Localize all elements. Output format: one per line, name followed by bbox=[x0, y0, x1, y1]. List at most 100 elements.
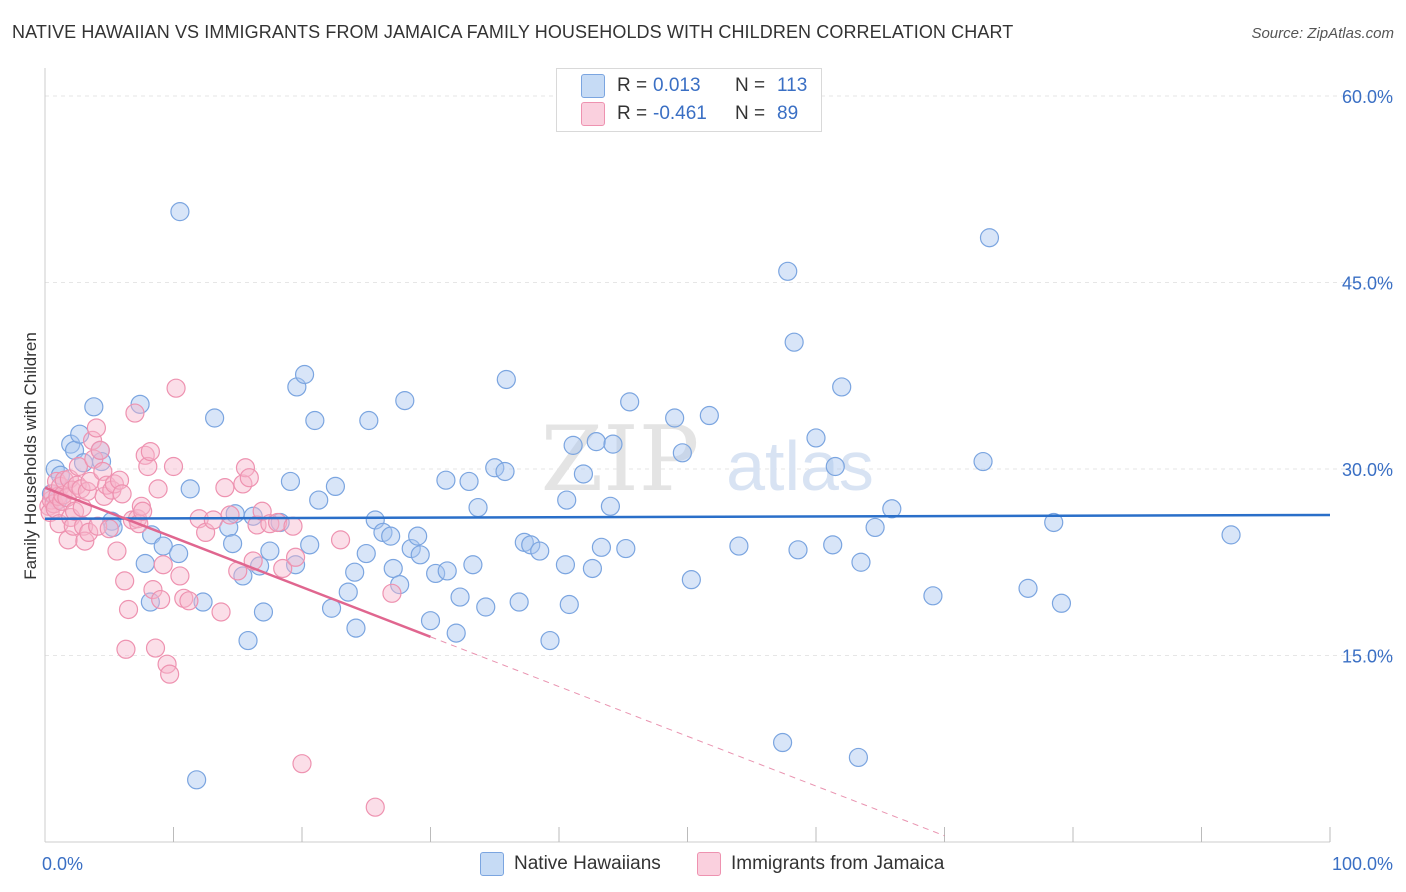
data-point bbox=[88, 516, 108, 536]
data-point bbox=[1044, 512, 1064, 533]
data-point bbox=[468, 497, 488, 518]
data-point bbox=[140, 441, 160, 462]
r-value: -0.461 bbox=[653, 103, 707, 124]
chart-title: NATIVE HAWAIIAN VS IMMIGRANTS FROM JAMAI… bbox=[12, 22, 1014, 42]
legend-label: Immigrants from Jamaica bbox=[731, 853, 945, 874]
trend-line-native-hawaiians bbox=[44, 513, 1331, 520]
data-point bbox=[283, 516, 303, 536]
legend-row-immigrants-jamaica: R = -0.461 N = 89 bbox=[581, 101, 798, 127]
legend-item-native-hawaiians[interactable]: Native Hawaiians bbox=[480, 852, 661, 876]
data-point bbox=[273, 558, 293, 579]
data-point bbox=[1051, 593, 1072, 613]
data-point bbox=[672, 443, 692, 463]
data-point bbox=[143, 580, 163, 600]
data-point bbox=[223, 533, 243, 554]
data-point bbox=[160, 664, 180, 684]
data-point bbox=[600, 496, 621, 516]
data-point bbox=[476, 597, 496, 617]
data-point bbox=[170, 202, 190, 222]
data-point bbox=[823, 535, 843, 555]
series-legend: Native Hawaiians Immigrants from Jamaica bbox=[0, 852, 1406, 878]
data-point bbox=[784, 332, 804, 352]
data-point bbox=[294, 364, 315, 385]
data-point bbox=[345, 562, 365, 582]
data-point bbox=[68, 456, 89, 477]
watermark-zip: ZIP bbox=[541, 407, 700, 512]
n-label: N = bbox=[735, 103, 766, 124]
data-point bbox=[365, 797, 385, 817]
data-point bbox=[170, 566, 190, 586]
data-point bbox=[420, 611, 441, 631]
data-point bbox=[73, 516, 94, 536]
data-point bbox=[112, 484, 132, 504]
data-point bbox=[148, 479, 168, 499]
data-point bbox=[309, 490, 329, 510]
data-point bbox=[125, 403, 145, 423]
data-point bbox=[446, 623, 466, 643]
data-point bbox=[1221, 525, 1241, 545]
data-point bbox=[107, 541, 127, 561]
data-point bbox=[285, 555, 306, 575]
data-point bbox=[356, 543, 376, 564]
data-point bbox=[211, 602, 231, 622]
data-point bbox=[408, 526, 428, 546]
data-point bbox=[235, 458, 256, 478]
data-point bbox=[238, 630, 258, 651]
data-point bbox=[699, 405, 719, 426]
trend-line-extension bbox=[430, 636, 945, 837]
data-point bbox=[166, 378, 186, 398]
data-point bbox=[851, 552, 871, 572]
data-point bbox=[82, 430, 103, 451]
data-point bbox=[979, 228, 1000, 248]
y-tick-label: 30.0% bbox=[1342, 460, 1393, 480]
data-point bbox=[729, 536, 749, 556]
y-tick-label: 60.0% bbox=[1342, 87, 1393, 107]
x-tick-label: 100.0% bbox=[1332, 854, 1393, 874]
n-value: 113 bbox=[777, 75, 808, 96]
data-point bbox=[616, 538, 636, 559]
data-point bbox=[325, 476, 346, 497]
source-attribution: Source: ZipAtlas.com bbox=[1251, 25, 1394, 42]
data-point bbox=[346, 618, 366, 638]
data-point bbox=[603, 434, 623, 454]
series-native-hawaiians bbox=[41, 202, 1241, 790]
legend-row-native-hawaiians: R = 0.013 N = 113 bbox=[581, 73, 807, 99]
data-point bbox=[582, 558, 603, 579]
data-point bbox=[115, 571, 135, 591]
data-point bbox=[563, 435, 583, 455]
data-point bbox=[138, 456, 158, 477]
data-point bbox=[973, 451, 993, 472]
data-point bbox=[459, 471, 479, 492]
data-point bbox=[163, 456, 184, 477]
data-point bbox=[151, 589, 171, 610]
data-point bbox=[116, 639, 136, 659]
x-tick-label: 0.0% bbox=[42, 854, 83, 874]
legend-swatch-pink bbox=[581, 102, 605, 126]
data-point bbox=[495, 461, 515, 482]
legend-swatch-pink bbox=[697, 852, 721, 876]
data-point bbox=[104, 474, 124, 494]
data-point bbox=[681, 570, 701, 590]
data-point bbox=[90, 440, 110, 460]
data-point bbox=[153, 536, 173, 556]
data-point bbox=[305, 410, 325, 431]
data-point bbox=[620, 392, 640, 412]
legend-swatch-blue bbox=[480, 852, 504, 876]
legend-item-immigrants-jamaica[interactable]: Immigrants from Jamaica bbox=[697, 852, 944, 876]
data-point bbox=[540, 630, 560, 651]
data-point bbox=[253, 602, 274, 622]
series-immigrants-jamaica bbox=[39, 378, 402, 817]
data-point bbox=[280, 471, 301, 492]
data-point bbox=[135, 553, 155, 574]
data-point bbox=[285, 547, 306, 567]
n-label: N = bbox=[735, 75, 766, 96]
data-point bbox=[825, 456, 845, 477]
data-point bbox=[359, 410, 379, 431]
data-point bbox=[215, 478, 235, 498]
data-point bbox=[591, 537, 612, 557]
data-point bbox=[179, 591, 199, 611]
data-point bbox=[99, 519, 119, 539]
data-point bbox=[509, 592, 529, 612]
data-point bbox=[555, 555, 576, 575]
